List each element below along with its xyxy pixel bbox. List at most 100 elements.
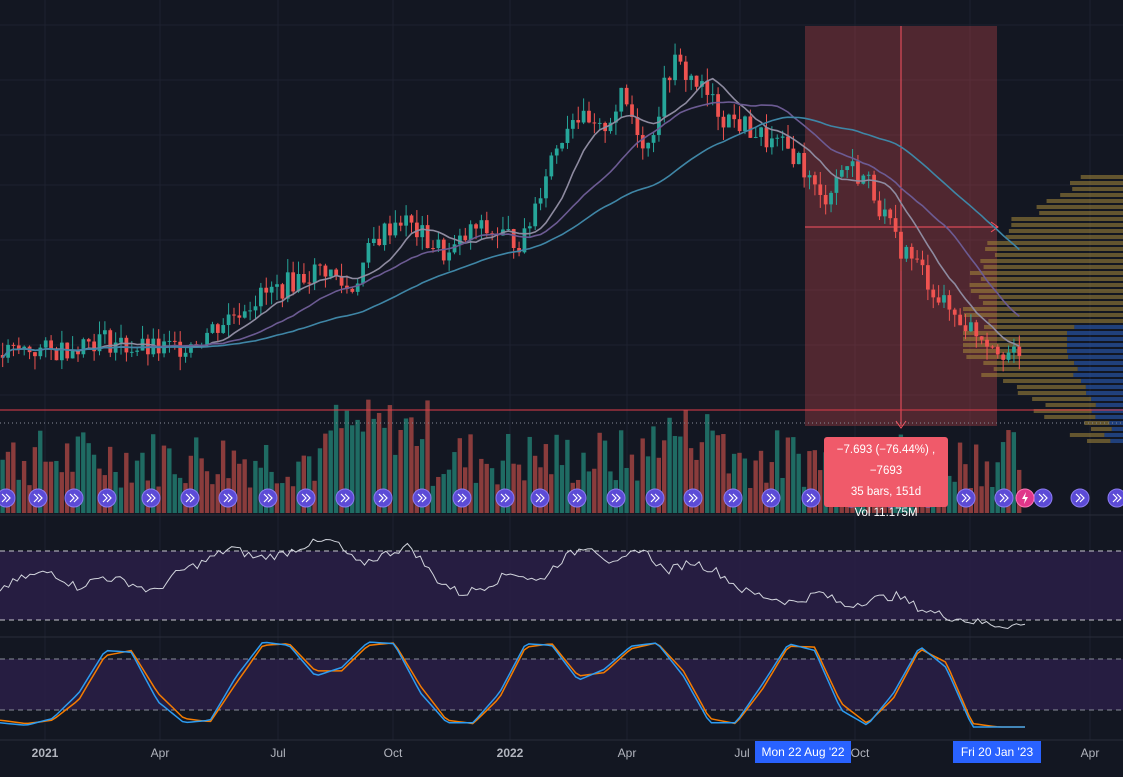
volume-profile-row xyxy=(963,307,1123,311)
candle-body xyxy=(587,110,591,123)
candle xyxy=(630,95,634,124)
candle-body xyxy=(533,203,538,227)
volume-bar xyxy=(355,419,360,513)
volume-bar xyxy=(161,445,167,513)
candle xyxy=(345,275,349,294)
candle xyxy=(248,301,253,321)
volume-bar xyxy=(581,452,586,513)
volume-bar xyxy=(473,482,479,513)
candle-body xyxy=(108,330,113,353)
candle-body xyxy=(619,87,624,112)
candle-body xyxy=(995,346,1000,355)
volume-profile-row xyxy=(1085,385,1123,389)
volume-bar xyxy=(602,440,608,513)
volume-bar xyxy=(979,486,984,513)
volume-bar xyxy=(597,432,602,513)
candle-body xyxy=(829,192,833,205)
candle-body xyxy=(167,340,172,342)
time-axis-label: Jul xyxy=(734,746,749,760)
volume-bar xyxy=(97,468,102,513)
candle xyxy=(232,307,236,324)
candle-body xyxy=(813,175,817,185)
candle-body xyxy=(210,324,215,333)
candle-body xyxy=(280,284,285,299)
volume-profile-row xyxy=(964,313,1123,317)
volume-bar xyxy=(425,400,430,513)
candle xyxy=(958,308,963,326)
candle xyxy=(81,337,86,358)
candle xyxy=(269,281,274,305)
volume-profile-row xyxy=(1095,415,1123,419)
volume-profile-row xyxy=(1087,439,1111,443)
volume-profile-row xyxy=(978,295,1123,299)
volume-profile-row xyxy=(1067,349,1123,353)
candle xyxy=(447,242,452,271)
volume-profile-row xyxy=(1017,391,1087,395)
volume-bar xyxy=(758,450,764,513)
candle xyxy=(1006,345,1011,363)
candle-body xyxy=(522,228,527,253)
chevrons-icon xyxy=(1112,493,1122,503)
event-marker xyxy=(258,488,278,508)
candle-body xyxy=(662,77,667,117)
volume-bar xyxy=(48,461,54,513)
candle xyxy=(237,303,242,325)
candle-body xyxy=(985,339,989,347)
volume-profile-row xyxy=(993,367,1078,371)
candle-body xyxy=(490,233,495,235)
volume-bar xyxy=(247,487,253,513)
event-marker xyxy=(645,488,665,508)
candle xyxy=(103,321,107,344)
volume-bar xyxy=(683,409,688,513)
lightning-icon xyxy=(1022,492,1028,504)
volume-profile-row xyxy=(1095,403,1123,407)
volume-bar xyxy=(16,479,21,513)
volume-bar xyxy=(554,434,559,513)
candle-body xyxy=(544,176,548,199)
candle xyxy=(409,214,414,233)
chevrons-icon xyxy=(1,493,11,503)
candle xyxy=(979,336,984,345)
candle xyxy=(581,98,586,125)
candle-body xyxy=(269,286,274,293)
volume-profile-row xyxy=(987,241,1123,245)
candle-body xyxy=(393,222,398,236)
candle-body xyxy=(915,258,919,260)
candle-body xyxy=(124,337,129,353)
volume-bar xyxy=(134,460,140,513)
candle xyxy=(70,336,75,359)
candle xyxy=(592,113,597,134)
candle xyxy=(404,205,408,237)
candle xyxy=(124,335,129,362)
volume-bar xyxy=(1011,432,1017,513)
candle-body xyxy=(172,340,177,342)
candle xyxy=(97,321,102,356)
candle xyxy=(845,166,850,178)
candle-body xyxy=(302,273,306,283)
volume-profile-row xyxy=(988,319,1123,323)
candle-body xyxy=(318,264,322,266)
volume-bar xyxy=(667,417,672,513)
candle xyxy=(554,145,559,164)
volume-bar xyxy=(366,399,371,513)
candle xyxy=(802,142,807,188)
chevrons-icon xyxy=(961,493,971,503)
volume-bar xyxy=(436,476,441,513)
volume-profile-row xyxy=(970,289,1123,293)
volume-profile-row xyxy=(1044,415,1096,419)
candle-body xyxy=(899,231,903,259)
candle-body xyxy=(969,322,973,332)
candle-body xyxy=(431,248,435,250)
volume-profile-row xyxy=(1110,439,1123,443)
volume-bar xyxy=(301,455,306,513)
chevrons-icon xyxy=(263,493,273,503)
candle-body xyxy=(952,309,957,315)
candle xyxy=(318,263,322,276)
volume-profile-row xyxy=(1045,403,1096,407)
candle xyxy=(597,118,602,131)
candle-body xyxy=(877,200,882,217)
candle-body xyxy=(640,135,645,149)
volume-bar xyxy=(199,458,204,513)
